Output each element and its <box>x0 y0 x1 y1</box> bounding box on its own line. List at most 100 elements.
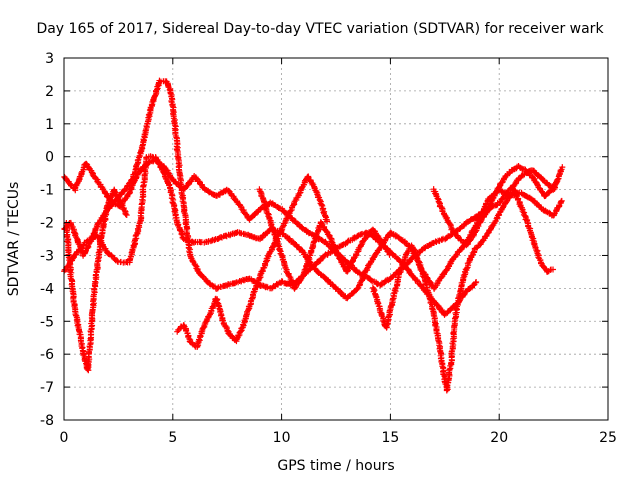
data-point <box>386 251 393 258</box>
x-axis-label: GPS time / hours <box>277 458 394 474</box>
data-point <box>553 179 560 186</box>
data-point <box>378 239 385 246</box>
data-point <box>263 283 270 290</box>
y-axis-label: SDTVAR / TECUs <box>6 182 22 297</box>
data-point <box>460 274 467 281</box>
y-tick-label: -4 <box>40 281 54 297</box>
y-tick-label: -8 <box>40 413 54 429</box>
data-point <box>270 228 277 235</box>
data-point <box>68 222 75 229</box>
data-point <box>214 299 221 306</box>
data-point <box>114 257 121 264</box>
data-point <box>472 228 479 235</box>
data-point <box>302 266 309 273</box>
y-tick-label: -3 <box>40 248 54 264</box>
data-point <box>64 238 71 245</box>
data-point <box>324 218 331 225</box>
data-point <box>558 197 565 204</box>
data-point <box>318 201 325 208</box>
data-point <box>438 236 445 243</box>
data-point <box>466 237 473 244</box>
data-point <box>474 224 481 231</box>
series-track-8 <box>256 186 393 292</box>
series-track-4 <box>63 186 130 374</box>
data-point <box>232 280 239 287</box>
data-point <box>122 211 129 218</box>
data-point <box>447 221 454 228</box>
data-layer <box>61 77 566 394</box>
data-point <box>456 291 463 298</box>
data-point <box>444 234 451 241</box>
series-track-5 <box>174 173 331 351</box>
series-track-7 <box>430 163 561 249</box>
x-tick-label: 5 <box>168 430 177 446</box>
x-tick-label: 20 <box>490 430 508 446</box>
x-tick-label: 0 <box>60 430 69 446</box>
data-point <box>276 247 283 254</box>
data-point <box>554 178 561 185</box>
data-point <box>485 204 492 211</box>
data-point <box>166 86 173 93</box>
y-tick-label: -2 <box>40 216 54 232</box>
data-point <box>171 208 178 215</box>
y-tick-label: 1 <box>45 117 54 133</box>
x-tick-label: 15 <box>381 430 399 446</box>
series-track-6 <box>369 187 557 394</box>
y-tick-label: 0 <box>45 150 54 166</box>
data-point <box>558 198 565 205</box>
y-tick-label: -5 <box>40 314 54 330</box>
data-point <box>528 230 535 237</box>
data-point <box>344 238 351 245</box>
data-point <box>473 278 480 285</box>
data-point <box>434 195 441 202</box>
data-point <box>321 252 328 259</box>
data-point <box>262 205 269 212</box>
plot-frame <box>63 57 609 421</box>
data-point <box>123 212 130 219</box>
data-point <box>180 322 187 329</box>
data-point <box>278 227 285 234</box>
data-point <box>169 101 176 108</box>
data-point <box>487 201 494 208</box>
axis-layer: -8 -7 -6 -5 -4 -3 -2 -1 0 1 2 3 0 5 10 15 20 25 <box>40 51 617 446</box>
data-point <box>446 366 453 373</box>
data-point <box>543 208 550 215</box>
data-point <box>243 312 250 319</box>
data-point <box>209 282 216 289</box>
data-point <box>557 167 564 174</box>
data-point <box>432 322 439 329</box>
data-point <box>192 262 199 269</box>
data-point <box>248 295 255 302</box>
data-point <box>443 266 450 273</box>
data-point <box>93 176 100 183</box>
data-point <box>217 190 224 197</box>
data-point <box>95 255 102 262</box>
data-point <box>330 243 337 250</box>
y-tick-label: -7 <box>40 380 54 396</box>
data-point <box>398 264 405 271</box>
y-tick-label: -6 <box>40 347 54 363</box>
y-tick-label: 3 <box>45 51 54 67</box>
data-point <box>323 228 330 235</box>
y-tick-label: 2 <box>45 84 54 100</box>
data-point <box>356 282 363 289</box>
x-tick-label: 10 <box>273 430 291 446</box>
grid-layer <box>64 58 608 420</box>
data-point <box>178 231 185 238</box>
data-point <box>559 164 566 171</box>
data-point <box>67 181 74 188</box>
data-point <box>528 234 535 241</box>
data-point <box>97 238 104 245</box>
data-point <box>240 277 247 284</box>
data-point <box>354 285 361 292</box>
data-point <box>428 305 435 312</box>
data-point <box>134 225 141 232</box>
chart-title: Day 165 of 2017, Sidereal Day-to-day VTE… <box>36 21 604 37</box>
y-tick-label: -1 <box>40 183 54 199</box>
data-point <box>530 174 537 181</box>
data-point <box>77 244 84 251</box>
data-point <box>174 146 181 153</box>
x-tick-label: 25 <box>599 430 617 446</box>
